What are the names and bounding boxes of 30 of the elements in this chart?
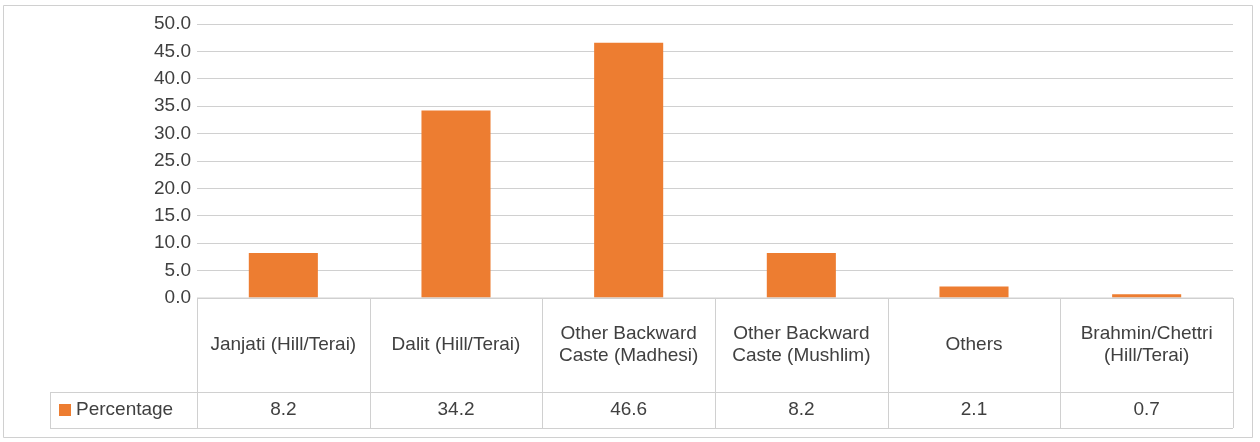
bar xyxy=(594,42,664,298)
bar xyxy=(766,253,836,298)
x-tick-label: Dalit (Hill/Terai) xyxy=(391,333,521,355)
y-tick-label: 40.0 xyxy=(154,67,191,89)
y-tick-label: 30.0 xyxy=(154,121,191,143)
bar xyxy=(939,286,1009,298)
y-tick-label: 45.0 xyxy=(154,39,191,61)
y-tick-label: 25.0 xyxy=(154,149,191,171)
data-label: 8.2 xyxy=(788,398,815,420)
x-tick-label: Janjati (Hill/Terai) xyxy=(210,333,357,355)
y-tick-label: 15.0 xyxy=(154,204,191,226)
x-tick-label: Other Backward Caste (Madhesi) xyxy=(558,322,699,366)
data-label: 46.6 xyxy=(610,398,648,420)
y-tick-label: 20.0 xyxy=(154,176,191,198)
bar xyxy=(248,253,318,298)
y-tick-label: 50.0 xyxy=(154,12,191,34)
data-label: 0.7 xyxy=(1133,398,1160,420)
x-tick-label: Others xyxy=(945,333,1003,355)
y-tick-label: 5.0 xyxy=(164,258,191,280)
data-label: 34.2 xyxy=(437,398,475,420)
data-label: 8.2 xyxy=(270,398,297,420)
bar xyxy=(421,110,491,298)
data-label: 2.1 xyxy=(960,398,988,420)
y-tick-label: 10.0 xyxy=(154,231,191,253)
bar xyxy=(1112,294,1182,298)
legend-label: Percentage xyxy=(76,398,174,420)
x-tick-label: Brahmin/Chettri (Hill/Terai) xyxy=(1080,322,1213,366)
y-tick-label: 0.0 xyxy=(164,286,191,308)
y-tick-label: 35.0 xyxy=(154,94,191,116)
x-tick-label: Other Backward Caste (Mushlim) xyxy=(732,322,871,366)
